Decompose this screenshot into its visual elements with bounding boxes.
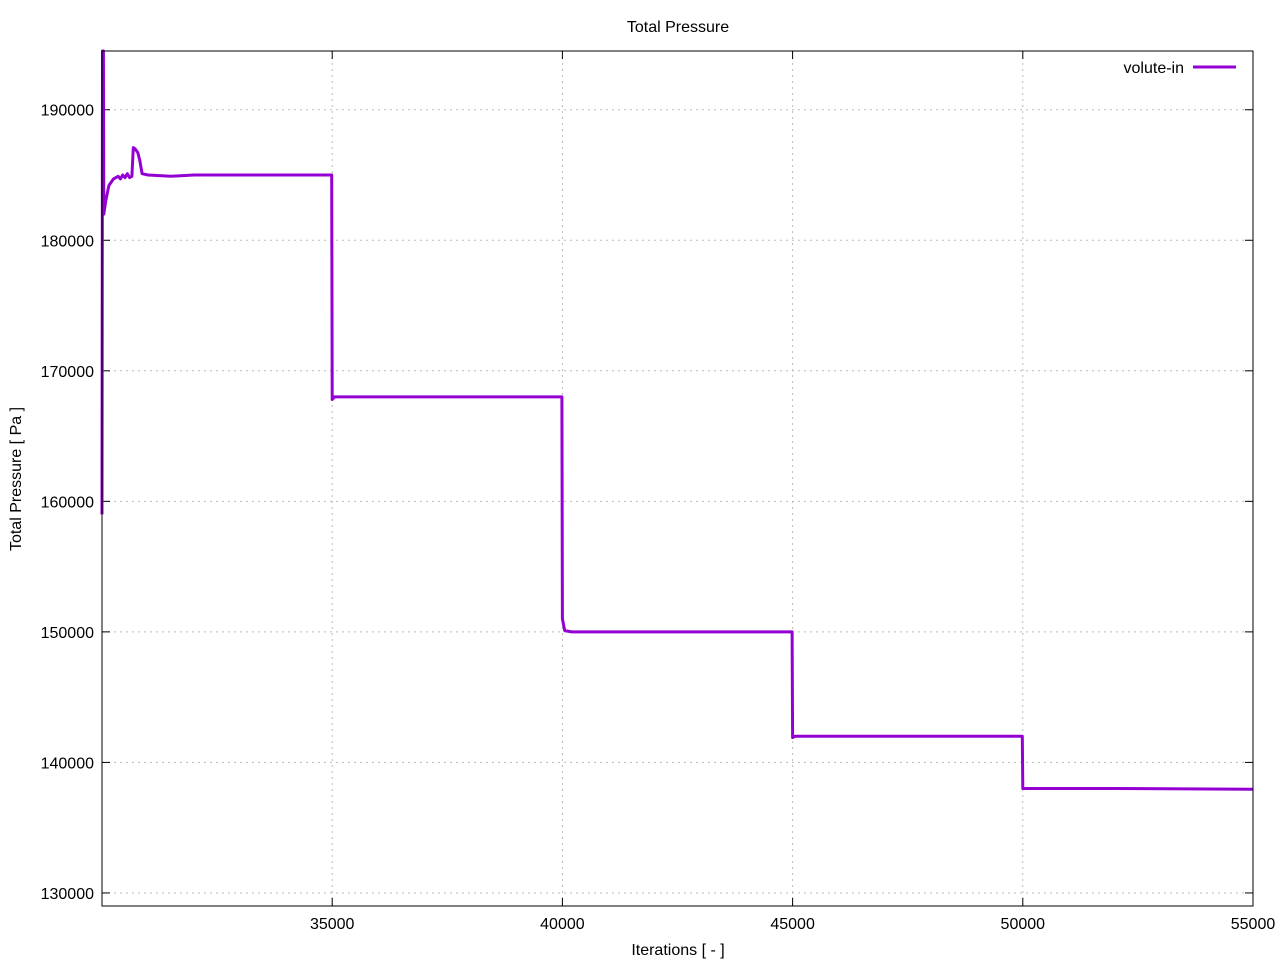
x-tick-label: 45000 — [770, 916, 815, 933]
y-tick-label: 180000 — [41, 233, 94, 250]
legend: volute-in — [1124, 60, 1236, 77]
y-tick-label: 130000 — [41, 886, 94, 903]
x-axis-label: Iterations [ - ] — [631, 942, 724, 959]
plot-frame — [101, 50, 1254, 907]
x-tick-label: 40000 — [540, 916, 585, 933]
y-tick-labels: 130000 140000 150000 160000 170000 180000 1900… — [41, 103, 94, 903]
chart-title: Total Pressure — [627, 19, 729, 36]
x-tick-label: 50000 — [1001, 916, 1046, 933]
grid-lines — [102, 51, 1253, 906]
legend-label: volute-in — [1124, 60, 1184, 77]
x-tick-label: 35000 — [310, 916, 355, 933]
axis-ticks — [102, 51, 1254, 906]
series-line-volute-in — [100, 49, 1254, 791]
series-layer — [100, 49, 1254, 791]
x-tick-labels: 35000 40000 45000 50000 55000 — [310, 916, 1275, 933]
y-tick-label: 140000 — [41, 755, 94, 772]
y-tick-label: 150000 — [41, 625, 94, 642]
y-tick-label: 160000 — [41, 494, 94, 511]
y-axis-label: Total Pressure [ Pa ] — [8, 407, 25, 551]
y-tick-label: 170000 — [41, 364, 94, 381]
x-tick-label: 55000 — [1231, 916, 1276, 933]
y-tick-label: 190000 — [41, 103, 94, 120]
